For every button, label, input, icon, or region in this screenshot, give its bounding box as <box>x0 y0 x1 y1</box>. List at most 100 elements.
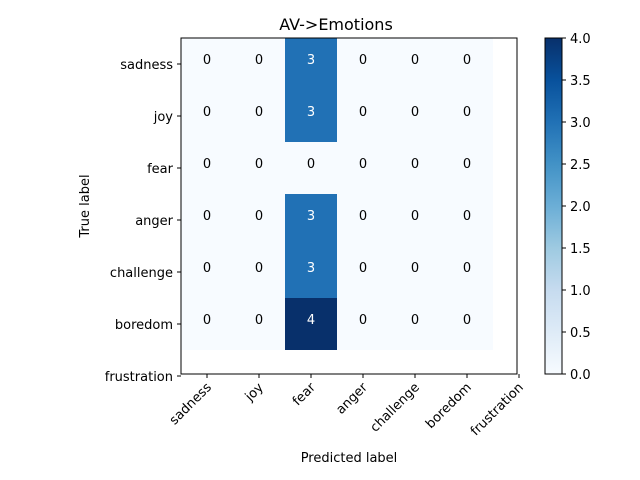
colorbar-tick-label: 3.0 <box>570 116 591 131</box>
cell-value-label: 0 <box>411 261 419 276</box>
heatmap-cell <box>389 90 441 142</box>
x-tick-label: frustration <box>468 380 527 439</box>
heatmap-cell <box>233 194 285 246</box>
heatmap-cell-labels: 0 0 3 0 0 0 0 0 3 0 0 0 0 0 0 0 0 0 0 0 3 0 0 0 0 0 3 0 0 0 0 0 4 0 0 0 <box>203 53 471 328</box>
cell-value-label: 0 <box>203 313 211 328</box>
colorbar-tick-label: 2.0 <box>570 200 591 215</box>
cell-value-label: 0 <box>255 105 263 120</box>
cell-value-label: 0 <box>255 313 263 328</box>
cell-value-label: 0 <box>411 313 419 328</box>
heatmap-cell <box>233 142 285 194</box>
colorbar-ticks: 0.0 0.5 1.0 1.5 2.0 2.5 3.0 3.5 4.0 <box>562 32 591 383</box>
cell-value-label: 0 <box>359 157 367 172</box>
heatmap-cell <box>285 298 337 350</box>
x-axis-label: Predicted label <box>301 451 398 466</box>
cell-value-label: 0 <box>411 157 419 172</box>
heatmap-cell <box>389 194 441 246</box>
y-axis-label: True label <box>78 174 93 238</box>
colorbar-tick-label: 1.0 <box>570 284 591 299</box>
x-tick-label: challenge <box>368 380 423 435</box>
cell-value-label: 0 <box>463 53 471 68</box>
y-tick-label: joy <box>153 110 174 125</box>
cell-value-label: 0 <box>255 157 263 172</box>
cell-value-label: 3 <box>307 209 315 224</box>
heatmap-cell <box>233 246 285 298</box>
cell-value-label: 0 <box>411 209 419 224</box>
heatmap-cell <box>441 298 493 350</box>
colorbar-tick-label: 3.5 <box>570 74 591 89</box>
cell-value-label: 0 <box>307 157 315 172</box>
cell-value-label: 4 <box>307 313 315 328</box>
colorbar <box>544 37 563 375</box>
cell-value-label: 0 <box>203 157 211 172</box>
cell-value-label: 0 <box>463 261 471 276</box>
heatmap-cell <box>389 142 441 194</box>
heatmap-cell <box>181 246 233 298</box>
cell-value-label: 0 <box>359 105 367 120</box>
cell-value-label: 0 <box>359 261 367 276</box>
x-tick-label: fear <box>290 380 319 409</box>
heatmap-cell <box>337 246 389 298</box>
heatmap-cell <box>441 246 493 298</box>
cell-value-label: 0 <box>359 313 367 328</box>
cell-value-label: 3 <box>307 53 315 68</box>
colorbar-tick-label: 1.5 <box>570 242 591 257</box>
heatmap-cell <box>337 142 389 194</box>
x-tick-label: boredom <box>423 380 475 432</box>
cell-value-label: 0 <box>255 209 263 224</box>
heatmap-cell <box>181 194 233 246</box>
cell-value-label: 0 <box>411 53 419 68</box>
heatmap-cell <box>389 38 441 90</box>
x-tick-label: anger <box>333 380 371 418</box>
colorbar-tick-label: 2.5 <box>570 158 591 173</box>
y-axis-ticks: sadness joy fear anger challenge boredom frust… <box>105 58 181 385</box>
cell-value-label: 0 <box>203 53 211 68</box>
colorbar-tick-label: 4.0 <box>570 32 591 47</box>
cell-value-label: 0 <box>255 261 263 276</box>
cell-value-label: 0 <box>411 105 419 120</box>
heatmap-cell <box>337 38 389 90</box>
heatmap-cell <box>285 38 337 90</box>
heatmap-cell <box>233 90 285 142</box>
heatmap-cell <box>181 38 233 90</box>
heatmap-cell <box>181 298 233 350</box>
cell-value-label: 0 <box>255 53 263 68</box>
heatmap-cell <box>285 246 337 298</box>
cell-value-label: 0 <box>359 209 367 224</box>
chart-title: AV->Emotions <box>279 15 393 34</box>
y-tick-label: challenge <box>110 266 173 281</box>
cell-value-label: 0 <box>463 105 471 120</box>
heatmap-cell <box>285 142 337 194</box>
heatmap-cell <box>285 90 337 142</box>
y-tick-label: anger <box>135 214 173 229</box>
heatmap-cell <box>389 298 441 350</box>
colorbar-tick-label: 0.5 <box>570 326 591 341</box>
heatmap-cell <box>337 90 389 142</box>
cell-value-label: 3 <box>307 261 315 276</box>
cell-value-label: 0 <box>463 313 471 328</box>
heatmap-cell <box>233 38 285 90</box>
heatmap-cell <box>285 194 337 246</box>
cell-value-label: 0 <box>463 209 471 224</box>
colorbar-tick-label: 0.0 <box>570 368 591 383</box>
heatmap-cells <box>181 38 493 350</box>
heatmap-cell <box>181 142 233 194</box>
cell-value-label: 3 <box>307 105 315 120</box>
heatmap-cell <box>441 194 493 246</box>
heatmap-cell <box>441 90 493 142</box>
y-tick-label: boredom <box>115 318 173 333</box>
y-tick-label: frustration <box>105 370 173 385</box>
y-tick-label: sadness <box>120 58 173 73</box>
x-tick-label: sadness <box>167 380 215 428</box>
heatmap-cell <box>337 298 389 350</box>
heatmap-cell <box>441 38 493 90</box>
cell-value-label: 0 <box>203 105 211 120</box>
heatmap-cell <box>441 142 493 194</box>
cell-value-label: 0 <box>359 53 367 68</box>
cell-value-label: 0 <box>203 209 211 224</box>
heatmap-cell <box>233 298 285 350</box>
heatmap-cell <box>389 246 441 298</box>
cell-value-label: 0 <box>463 157 471 172</box>
